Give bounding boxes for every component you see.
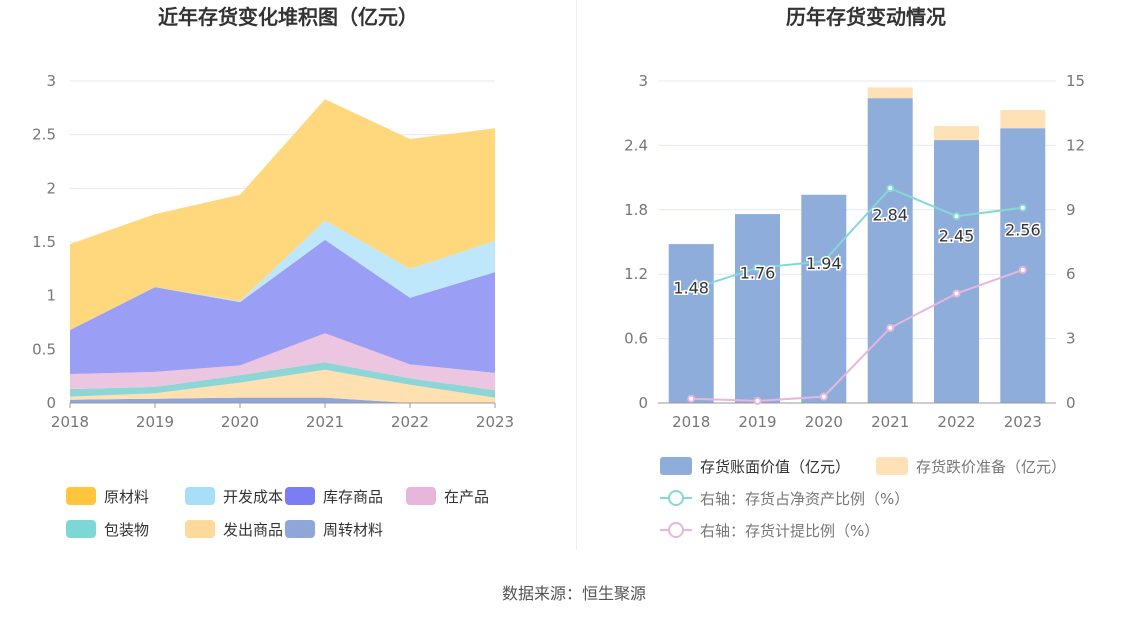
legend-swatch [185, 487, 215, 505]
legend-swatch [66, 520, 96, 538]
bar-value-label: 2.84 [872, 206, 908, 225]
legend-swatch [660, 457, 692, 475]
bar-book-value [934, 140, 979, 403]
legend-swatch [66, 487, 96, 505]
legend-swatch [185, 520, 215, 538]
y-tick-label: 3 [638, 72, 648, 90]
legend-label: 右轴：存货计提比例（%） [700, 522, 879, 540]
area-series-周转材料 [70, 397, 495, 403]
left-chart-title: 近年存货变化堆积图（亿元） [158, 5, 418, 29]
line-point [753, 396, 762, 405]
x-tick-label: 2020 [221, 413, 259, 431]
y2-tick-label: 9 [1066, 201, 1076, 219]
right-chart-title: 历年存货变动情况 [786, 5, 946, 29]
line-point [952, 212, 961, 221]
area-series-原材料 [70, 99, 495, 330]
bar-book-value [735, 214, 780, 403]
y-tick-label: 1.8 [624, 201, 648, 219]
inventory-change-bar-chart: 历年存货变动情况 0 0.6 1.2 1.8 2.4 3 0 3 6 9 12 15 2018 2019 2… [624, 5, 1085, 540]
bar-book-value [1000, 128, 1046, 403]
bar-value-label: 1.48 [673, 279, 709, 298]
y2-tick-label: 3 [1066, 330, 1076, 348]
line-point [1018, 265, 1027, 274]
line-point [886, 184, 895, 193]
line-series-net-asset-ratio [690, 187, 1023, 291]
legend-label: 在产品 [444, 488, 489, 506]
y-tick-label: 0.6 [624, 330, 648, 348]
y2-tick-label: 6 [1066, 265, 1076, 283]
bar-value-label: 2.45 [939, 227, 975, 246]
line-point [753, 263, 762, 272]
chart-divider [576, 0, 577, 550]
bar-book-value [867, 98, 913, 403]
area-series-在产品 [70, 333, 495, 391]
line-point [687, 285, 696, 294]
y-tick-label: 0 [46, 394, 56, 412]
bar-book-value [668, 244, 714, 403]
area-series-发出商品 [70, 369, 495, 403]
legend-swatch [406, 487, 436, 505]
legend-label: 周转材料 [323, 521, 383, 539]
bar-impairment-reserve [1000, 110, 1046, 129]
x-tick-label: 2022 [937, 413, 975, 431]
legend-label: 存货账面价值（亿元） [700, 458, 850, 476]
area-series-开发成本 [70, 220, 495, 330]
legend-swatch [285, 487, 315, 505]
legend-swatch [285, 520, 315, 538]
legend-label: 发出商品 [223, 521, 283, 539]
x-tick-label: 2021 [871, 413, 909, 431]
bar-value-label: 1.94 [806, 254, 842, 273]
legend-label: 原材料 [104, 488, 149, 506]
x-tick-label: 2019 [738, 413, 776, 431]
y-tick-label: 1 [46, 287, 56, 305]
x-tick-label: 2019 [136, 413, 174, 431]
line-series-provision-ratio [691, 268, 1024, 402]
y-tick-label: 0.5 [32, 340, 56, 358]
bar-impairment-reserve [867, 87, 913, 99]
y-tick-label: 2 [46, 179, 56, 197]
x-tick-label: 2022 [391, 413, 429, 431]
y-tick-label: 1.5 [32, 233, 56, 251]
y-tick-label: 1.2 [624, 265, 648, 283]
line-point [819, 257, 828, 266]
bar-value-label: 1.76 [740, 264, 776, 283]
area-series-库存商品 [70, 239, 495, 374]
x-tick-label: 2018 [672, 413, 710, 431]
legend-label: 存货跌价准备（亿元） [916, 458, 1066, 476]
y-tick-label: 2.5 [32, 126, 56, 144]
y2-tick-label: 12 [1066, 136, 1085, 154]
legend-marker [668, 490, 684, 506]
y2-tick-label: 0 [1066, 394, 1076, 412]
line-point [1018, 203, 1027, 212]
y-tick-label: 0 [638, 394, 648, 412]
legend-swatch [876, 457, 908, 475]
y2-tick-label: 15 [1066, 72, 1085, 90]
bar-value-label: 2.56 [1005, 221, 1041, 240]
x-tick-label: 2023 [476, 413, 514, 431]
y-tick-label: 3 [46, 72, 56, 90]
bar-book-value [801, 194, 847, 403]
x-tick-label: 2020 [805, 413, 843, 431]
x-tick-label: 2021 [306, 413, 344, 431]
line-point [952, 289, 961, 298]
legend-label: 开发成本 [223, 488, 283, 506]
bar-impairment-reserve [934, 126, 979, 141]
legend-label: 库存商品 [323, 488, 383, 506]
x-tick-label: 2018 [51, 413, 89, 431]
y-tick-label: 2.4 [624, 136, 648, 154]
legend-label: 包装物 [104, 521, 149, 539]
line-point [819, 392, 828, 401]
line-point [687, 394, 696, 403]
area-series-包装物 [70, 362, 495, 398]
x-tick-label: 2023 [1004, 413, 1042, 431]
legend-marker [668, 522, 684, 538]
inventory-stacked-area-chart: 近年存货变化堆积图（亿元） 0 0.5 1 1.5 2 2.5 3 2018 2019 2020 2… [32, 5, 514, 539]
legend-label: 右轴：存货占净资产比例（%） [700, 490, 909, 508]
line-point [886, 323, 895, 332]
data-source-footer: 数据来源：恒生聚源 [501, 584, 646, 603]
